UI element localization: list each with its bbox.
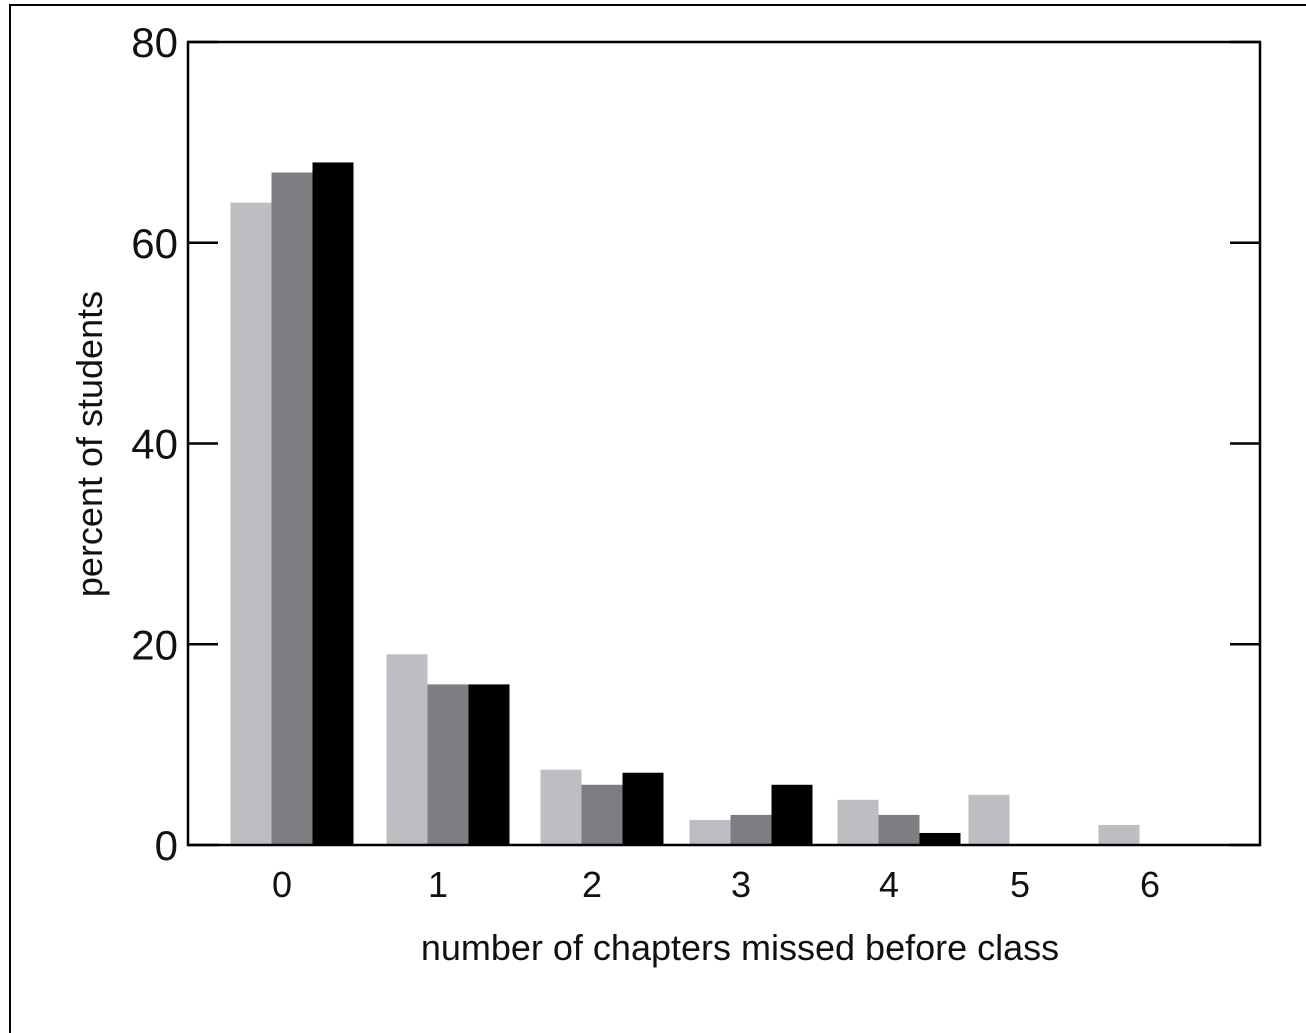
plot-frame: [186, 40, 1262, 847]
bar-cat-3-series-3: [771, 784, 813, 845]
y-tick-label: 0: [155, 822, 178, 869]
page-frame: [9, 4, 1306, 1033]
bar-cat-1-series-1: [386, 654, 428, 845]
y-tick-label: 40: [131, 421, 178, 468]
bar-cat-2-series-1: [540, 769, 582, 845]
bar-cat-2-series-3: [622, 772, 664, 845]
x-tick-label: 5: [1010, 864, 1030, 905]
bar-cat-2-series-2: [581, 784, 623, 845]
bar-cat-4-series-1: [837, 799, 879, 845]
x-tick-label: 2: [582, 864, 602, 905]
y-tick-label: 80: [131, 19, 178, 66]
bar-cat-1-series-2: [427, 684, 469, 845]
bars-layer: [230, 162, 1140, 846]
bar-cat-0-series-1: [230, 202, 272, 846]
y-tick-label: 20: [131, 621, 178, 668]
bar-cat-4-series-2: [878, 814, 920, 845]
x-tick-label: 1: [428, 864, 448, 905]
bar-cat-5-series-1: [968, 794, 1010, 845]
y-axis-title: percent of students: [69, 291, 110, 597]
x-tick-label: 4: [879, 864, 899, 905]
bar-cat-3-series-2: [730, 814, 772, 845]
bar-cat-1-series-3: [468, 684, 510, 845]
bar-cat-0-series-3: [312, 162, 354, 845]
bar-cat-0-series-2: [271, 172, 313, 846]
x-tick-label: 6: [1140, 864, 1160, 905]
y-tick-label: 60: [131, 220, 178, 267]
bar-cat-6-series-1: [1098, 824, 1140, 845]
bar-cat-3-series-1: [689, 819, 731, 845]
bar-cat-4-series-3: [919, 832, 961, 845]
x-tick-label: 0: [272, 864, 292, 905]
x-axis-title: number of chapters missed before class: [421, 927, 1059, 968]
x-tick-label: 3: [731, 864, 751, 905]
